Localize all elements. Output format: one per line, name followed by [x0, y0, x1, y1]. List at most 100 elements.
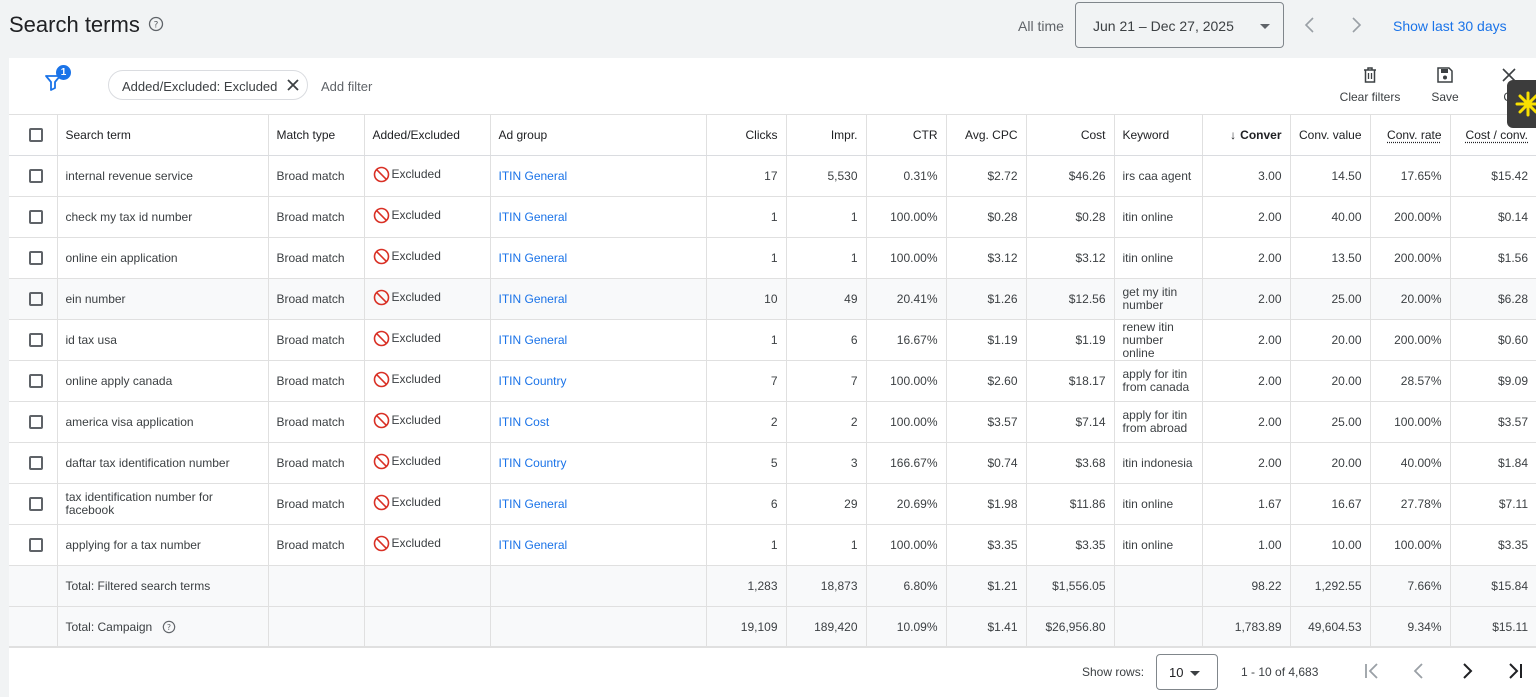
row-select-cell[interactable] — [9, 319, 58, 361]
column-header[interactable]: Ad group — [490, 114, 707, 156]
ad-group-link[interactable]: ITIN General — [498, 209, 568, 224]
row-checkbox[interactable] — [29, 538, 43, 552]
column-header[interactable]: Cost / conv. — [1450, 114, 1536, 156]
column-header[interactable]: Search term — [57, 114, 269, 156]
row-select-cell[interactable] — [9, 196, 58, 238]
ad-group-link[interactable]: ITIN General — [498, 291, 568, 306]
ad-group-link[interactable]: ITIN General — [498, 168, 568, 183]
table-row[interactable]: online apply canada Broad match Excluded IT… — [9, 360, 1536, 402]
row-select-cell[interactable] — [9, 401, 58, 443]
table-row[interactable]: applying for a tax number Broad match Excl… — [9, 524, 1536, 566]
row-checkbox[interactable] — [29, 292, 43, 306]
close-icon[interactable] — [286, 78, 300, 92]
row-select-cell[interactable] — [9, 237, 58, 279]
impr-cell: 5,530 — [786, 155, 867, 197]
help-icon[interactable]: ? — [148, 16, 164, 32]
row-checkbox[interactable] — [29, 333, 43, 347]
column-header[interactable]: Conv. rate — [1370, 114, 1451, 156]
ad-group-cell[interactable]: ITIN Country — [490, 442, 707, 484]
status-cell: Excluded — [364, 155, 491, 197]
value-cell: 14.50 — [1290, 155, 1371, 197]
row-select-cell[interactable] — [9, 442, 58, 484]
ad-group-cell[interactable]: ITIN General — [490, 196, 707, 238]
table-row[interactable]: ein number Broad match Excluded ITIN Genera… — [9, 278, 1536, 320]
match-type-cell: Broad match — [268, 442, 365, 484]
row-checkbox[interactable] — [29, 251, 43, 265]
ad-group-link[interactable]: ITIN General — [498, 496, 568, 511]
ad-group-cell[interactable]: ITIN Cost — [490, 401, 707, 443]
ad-group-link[interactable]: ITIN Country — [498, 455, 567, 470]
table-row[interactable]: america visa application Broad match Exclu… — [9, 401, 1536, 443]
chevron-left-icon[interactable] — [1302, 16, 1318, 34]
row-select-cell[interactable] — [9, 483, 58, 525]
column-header[interactable]: CTR — [866, 114, 947, 156]
row-checkbox[interactable] — [29, 456, 43, 470]
conv-cell: 2.00 — [1202, 319, 1291, 361]
first-page-icon[interactable] — [1362, 661, 1382, 681]
table-row[interactable]: check my tax id number Broad match Exclude… — [9, 196, 1536, 238]
add-filter-button[interactable]: Add filter — [321, 79, 373, 94]
filter-count-badge: 1 — [56, 65, 71, 80]
match-type-cell: Broad match — [268, 360, 365, 402]
column-header[interactable]: Added/Excluded — [364, 114, 491, 156]
select-all-checkbox[interactable] — [29, 127, 43, 142]
ad-group-link[interactable]: ITIN General — [498, 250, 568, 265]
column-header[interactable]: Impr. — [786, 114, 867, 156]
save-button[interactable]: Save — [1425, 66, 1465, 104]
column-header[interactable]: Cost — [1026, 114, 1115, 156]
clear-filters-button[interactable]: Clear filters — [1333, 66, 1407, 104]
table-row[interactable]: tax identification number for facebook Br… — [9, 483, 1536, 525]
conv-cell: 2.00 — [1202, 442, 1291, 484]
ad-group-link[interactable]: ITIN General — [498, 537, 568, 552]
previous-page-icon[interactable] — [1409, 661, 1429, 681]
column-header-sorted[interactable]: ↓ Conver — [1202, 114, 1291, 156]
filter-chip[interactable]: Added/Excluded: Excluded — [108, 70, 308, 100]
last-page-icon[interactable] — [1505, 661, 1525, 681]
ctr-cell: 0.31% — [866, 155, 947, 197]
row-checkbox[interactable] — [29, 210, 43, 224]
column-header[interactable]: Conv. value — [1290, 114, 1371, 156]
row-select-cell[interactable] — [9, 524, 58, 566]
row-select-cell[interactable] — [9, 155, 58, 197]
row-checkbox[interactable] — [29, 497, 43, 511]
ad-group-link[interactable]: ITIN Country — [498, 373, 567, 388]
table-row[interactable]: daftar tax identification number Broad ma… — [9, 442, 1536, 484]
extension-badge[interactable] — [1507, 80, 1536, 128]
rows-per-page-dropdown[interactable]: 10 — [1156, 654, 1218, 690]
keyword-cell: itin online — [1114, 483, 1203, 525]
row-select-cell[interactable] — [9, 278, 58, 320]
ad-group-cell[interactable]: ITIN General — [490, 278, 707, 320]
row-checkbox[interactable] — [29, 169, 43, 183]
ad-group-cell[interactable]: ITIN General — [490, 237, 707, 279]
row-checkbox[interactable] — [29, 374, 43, 388]
date-range-dropdown[interactable]: Jun 21 – Dec 27, 2025 — [1075, 2, 1284, 48]
help-icon[interactable]: ? — [162, 620, 176, 634]
select-all-cell[interactable] — [9, 114, 58, 156]
show-last-30-days-link[interactable]: Show last 30 days — [1393, 18, 1507, 34]
next-page-icon[interactable] — [1457, 661, 1477, 681]
ad-group-cell[interactable]: ITIN General — [490, 155, 707, 197]
row-checkbox[interactable] — [29, 415, 43, 429]
ad-group-cell[interactable]: ITIN General — [490, 319, 707, 361]
ad-group-cell[interactable]: ITIN Country — [490, 360, 707, 402]
ad-group-link[interactable]: ITIN General — [498, 332, 568, 347]
total-clicks-cell: 1,283 — [706, 565, 787, 607]
column-header[interactable]: Avg. CPC — [946, 114, 1027, 156]
block-icon — [373, 371, 389, 388]
total-label-cell: Total: Filtered search terms — [57, 565, 269, 607]
chevron-right-icon[interactable] — [1348, 16, 1364, 34]
table-row[interactable]: internal revenue service Broad match Exclu… — [9, 155, 1536, 197]
column-header[interactable]: Match type — [268, 114, 365, 156]
table-row[interactable]: online ein application Broad match Exclude… — [9, 237, 1536, 279]
column-header[interactable]: Clicks — [706, 114, 787, 156]
row-select-cell[interactable] — [9, 360, 58, 402]
all-time-label: All time — [1018, 18, 1064, 34]
total-impr-cell: 18,873 — [786, 565, 867, 607]
clicks-cell: 1 — [706, 196, 787, 238]
ad-group-cell[interactable]: ITIN General — [490, 483, 707, 525]
table-row[interactable]: id tax usa Broad match Excluded ITIN Genera… — [9, 319, 1536, 361]
cost-cell: $11.86 — [1026, 483, 1115, 525]
column-header[interactable]: Keyword — [1114, 114, 1203, 156]
ad-group-link[interactable]: ITIN Cost — [498, 414, 550, 429]
ad-group-cell[interactable]: ITIN General — [490, 524, 707, 566]
